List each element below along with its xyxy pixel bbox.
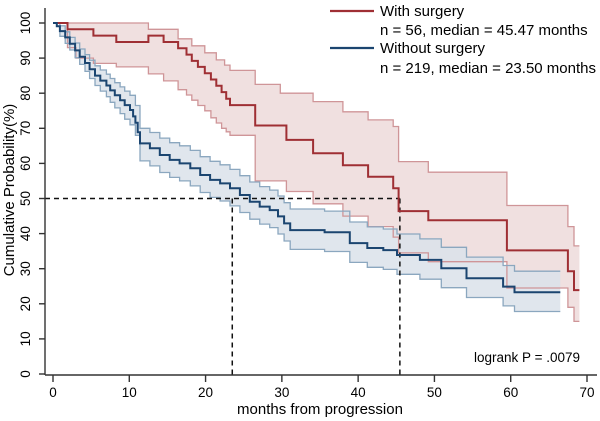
x-tick-label: 70 — [579, 385, 594, 400]
y-tick-label: 100 — [18, 12, 33, 35]
legend: With surgery n = 56, median = 45.47 mont… — [330, 3, 596, 77]
legend-sublabel-with-surgery: n = 56, median = 45.47 months — [380, 22, 588, 39]
x-tick-label: 50 — [427, 385, 442, 400]
y-tick-label: 30 — [18, 261, 33, 276]
axes-group: 0 10 20 30 40 50 60 70 0 10 20 30 40 50 60 70 80 90 100 — [18, 8, 597, 400]
y-tick-label: 40 — [18, 226, 33, 241]
survival-curves-group — [53, 22, 580, 294]
band-lower-edge-without-surgery — [53, 22, 561, 313]
logrank-pvalue-annotation: logrank P = .0079 — [474, 350, 580, 365]
x-tick-label: 0 — [49, 385, 57, 400]
x-tick-label: 60 — [503, 385, 518, 400]
y-tick-label: 90 — [18, 51, 33, 66]
band-upper-edge-with-surgery — [53, 22, 580, 247]
band-upper-edge-without-surgery — [53, 22, 561, 272]
y-tick-label: 60 — [18, 156, 33, 171]
median-reference-lines-group — [45, 197, 401, 375]
x-tick-label: 20 — [198, 385, 213, 400]
x-axis-title: months from progression — [237, 401, 403, 418]
y-axis-title: Cumulative Probability(%) — [1, 104, 18, 277]
legend-label-without-surgery: Without surgery — [380, 40, 486, 57]
y-tick-label: 20 — [18, 296, 33, 311]
y-tick-label: 50 — [18, 191, 33, 206]
x-tick-label: 30 — [274, 385, 289, 400]
y-axis-ticks: 0 10 20 30 40 50 60 70 80 90 100 — [18, 12, 45, 378]
legend-sublabel-without-surgery: n = 219, median = 23.50 months — [380, 60, 596, 77]
legend-label-with-surgery: With surgery — [380, 3, 465, 20]
y-tick-label: 0 — [18, 370, 33, 378]
survival-curve-without-surgery — [53, 22, 561, 294]
y-tick-label: 80 — [18, 86, 33, 101]
confidence-band-edges-group — [53, 22, 580, 323]
x-axis-ticks: 0 10 20 30 40 50 60 70 — [49, 375, 595, 400]
x-tick-label: 10 — [122, 385, 137, 400]
y-tick-label: 10 — [18, 331, 33, 346]
y-tick-label: 70 — [18, 121, 33, 136]
x-tick-label: 40 — [351, 385, 366, 400]
survival-curve-with-surgery — [53, 22, 580, 292]
band-lower-edge-with-surgery — [53, 22, 580, 323]
